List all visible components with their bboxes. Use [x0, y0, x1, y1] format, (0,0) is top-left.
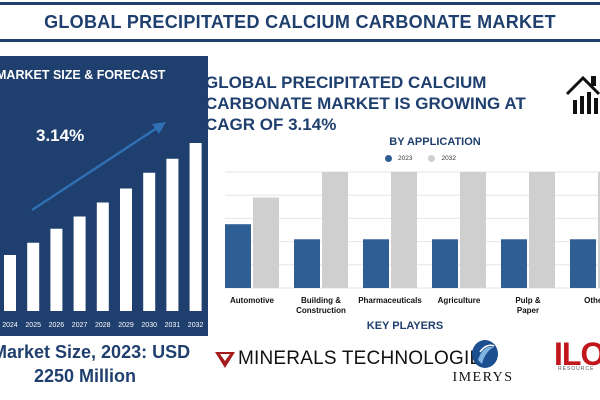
cagr-label: 3.14% [36, 126, 85, 145]
imerys-logo: IMERYS [450, 336, 520, 396]
app-bar-2023 [501, 239, 527, 288]
forecast-tick-label: 2028 [95, 322, 111, 329]
forecast-bar [120, 188, 132, 311]
legend-swatch-2023 [385, 155, 392, 162]
forecast-bar [143, 172, 156, 311]
app-bar-2032 [529, 172, 555, 288]
ilo-subtitle: RESOURCE [558, 366, 595, 372]
banner-top-rule [0, 2, 600, 5]
forecast-bar [50, 228, 63, 311]
app-bar-2023 [570, 239, 596, 288]
forecast-tick-label: 2026 [49, 322, 65, 329]
market-size-box: Market Size, 2023: USD 2250 Million [0, 336, 208, 400]
forecast-bar [27, 242, 40, 311]
legend-swatch-2032 [428, 155, 436, 162]
app-bar-2032 [322, 172, 348, 288]
forecast-bar-chart: 2024 2025 2026 2027 2028 2029 2030 2031 2032 [2, 122, 204, 329]
forecast-bar [166, 158, 179, 311]
banner-bottom-rule [0, 39, 600, 42]
app-category-label: Agriculture [438, 296, 481, 305]
forecast-bar [73, 216, 86, 311]
banner-title: GLOBAL PRECIPITATED CALCIUM CARBONATE MA… [44, 11, 556, 32]
app-bar-2032 [460, 172, 486, 288]
app-category-label: Others [584, 296, 600, 305]
legend-label-2032: 2032 [441, 155, 456, 162]
trend-arrow-head [152, 122, 166, 134]
app-category-label: Pharmaceuticals [358, 296, 422, 305]
forecast-tick-label: 2031 [165, 322, 181, 329]
app-bar-2023 [225, 224, 251, 288]
ilo-name: ILO [554, 336, 600, 372]
forecast-tick-label: 2024 [2, 322, 18, 329]
application-chart-title: BY APPLICATION [389, 136, 481, 148]
forecast-bar [189, 143, 202, 311]
app-category-label: Automotive [230, 296, 275, 305]
legend-label-2023: 2023 [398, 155, 413, 162]
minerals-technologies-name: MINERALS TECHNOLOGIES [238, 348, 496, 369]
imerys-name: IMERYS [452, 370, 514, 385]
application-bar-chart: Automotive Building & Construction Pharmace… [225, 171, 600, 315]
app-bar-2023 [294, 239, 320, 288]
app-bar-2023 [432, 239, 458, 288]
app-category-label: Pulp & Paper [515, 296, 541, 315]
forecast-tick-label: 2029 [118, 322, 134, 329]
application-legend: 2023 2032 [385, 155, 456, 162]
forecast-tick-label: 2025 [25, 322, 41, 329]
app-bar-2032 [598, 172, 600, 288]
ilo-logo: ILO RESOURCE [554, 336, 600, 376]
market-size-line-1: Market Size, 2023: USD [0, 342, 191, 362]
app-bar-2032 [391, 172, 417, 288]
key-players-title: KEY PLAYERS [366, 320, 444, 332]
imerys-mark-icon [472, 340, 498, 368]
app-bar-2023 [363, 239, 389, 288]
market-size-line-2: 2250 Million [34, 366, 137, 386]
minerals-technologies-mark-icon [215, 352, 235, 368]
forecast-tick-label: 2027 [72, 322, 88, 329]
house-growth-icon [565, 75, 600, 114]
market-size-heading: MARKET SIZE & FORECAST [0, 68, 166, 82]
app-category-label: Building & Construction [296, 296, 346, 315]
forecast-tick-label: 2032 [188, 322, 204, 329]
main-heading: GLOBAL PRECIPITATED CALCIUM CARBONATE MA… [205, 73, 526, 134]
market-size-panel: MARKET SIZE & FORECAST 2024 2025 2026 2027 2… [0, 56, 208, 400]
minerals-technologies-logo: MINERALS TECHNOLOGIES [212, 344, 495, 372]
title-banner: GLOBAL PRECIPITATED CALCIUM CARBONATE MA… [0, 0, 600, 44]
forecast-bar [96, 202, 109, 311]
forecast-tick-label: 2030 [141, 322, 157, 329]
app-bar-2032 [253, 197, 279, 288]
forecast-bar [4, 255, 16, 311]
trend-arrow-line [31, 124, 161, 212]
